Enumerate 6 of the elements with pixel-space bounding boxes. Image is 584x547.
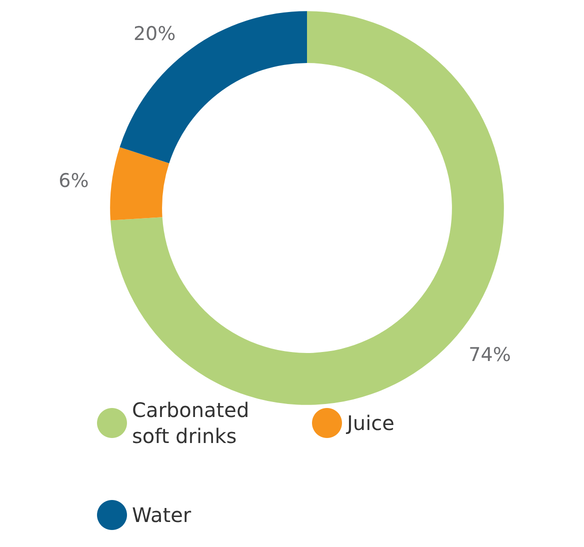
legend-label: Carbonated soft drinks [132, 398, 256, 448]
data-label: 20% [133, 23, 176, 46]
legend-label: Juice [345, 411, 394, 435]
data-label: 6% [58, 170, 89, 192]
data-label: 74% [468, 344, 511, 366]
legend-label: Water [132, 503, 192, 527]
